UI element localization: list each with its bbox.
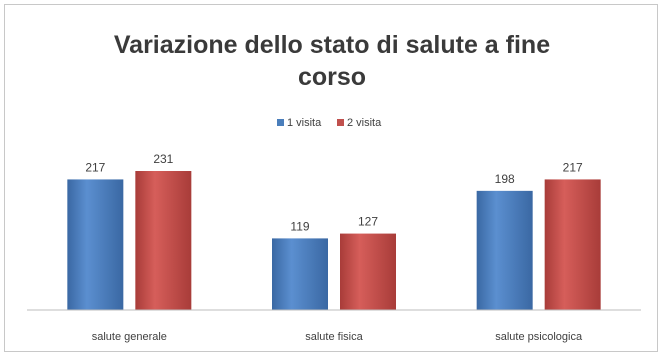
bar-visita-2-2 xyxy=(545,179,601,310)
category-label-2: salute psicologica xyxy=(495,331,583,343)
legend-label-1: 2 visita xyxy=(347,117,382,129)
legend-label-0: 1 visita xyxy=(287,117,322,129)
data-label-0-1: 119 xyxy=(290,219,309,233)
data-label-1-1: 127 xyxy=(358,215,378,229)
data-label-0-2: 198 xyxy=(495,172,515,186)
bar-visita-2-0 xyxy=(135,171,191,310)
category-label-0: salute generale xyxy=(92,331,167,343)
bar-visita-1-2 xyxy=(477,191,533,310)
data-label-1-2: 217 xyxy=(563,160,583,174)
bar-visita-1-1 xyxy=(272,238,328,310)
bar-chart: Variazione dello stato di salute a fine … xyxy=(5,5,659,353)
chart-title-line-2: corso xyxy=(298,63,366,91)
bars-group: 217 231 119 127 198 217 xyxy=(67,152,600,310)
legend-swatch-0 xyxy=(277,119,284,126)
legend-swatch-1 xyxy=(337,119,344,126)
data-label-0-0: 217 xyxy=(85,160,105,174)
category-labels: salute generale salute fisica salute psico… xyxy=(92,331,583,343)
data-label-1-0: 231 xyxy=(153,152,173,166)
chart-title-line-1: Variazione dello stato di salute a fine xyxy=(114,31,550,59)
bar-visita-1-0 xyxy=(67,179,123,310)
category-label-1: salute fisica xyxy=(305,331,363,343)
chart-frame: Variazione dello stato di salute a fine … xyxy=(4,4,658,352)
legend: 1 visita 2 visita xyxy=(277,117,382,129)
bar-visita-2-1 xyxy=(340,234,396,310)
